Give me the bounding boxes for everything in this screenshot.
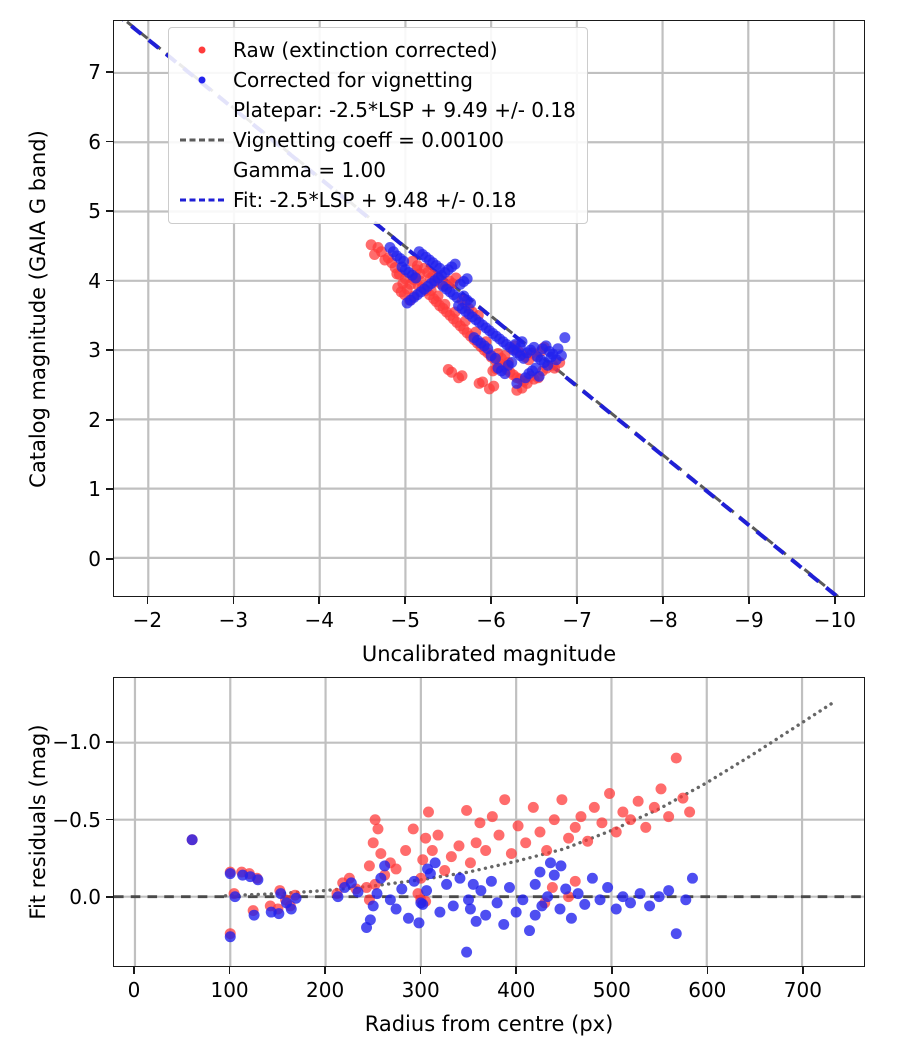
x-tickmark [662,597,664,604]
x-tick-label: −3 [218,608,249,632]
x-tick-label: 200 [306,978,345,1002]
x-tickmark [748,597,750,604]
legend-label: Corrected for vignetting [233,67,473,92]
x-tick-label: 600 [688,978,727,1002]
magnitude-plot-xlabel: Uncalibrated magnitude [361,642,617,666]
legend-entry: Gamma = 1.00 [180,155,576,185]
x-tickmark [146,597,149,604]
x-tick-label: −4 [304,608,334,632]
x-tick-label: 400 [497,978,536,1002]
x-tickmark [576,597,578,604]
y-tick-label: 3 [88,338,101,363]
legend-entry: Raw (extinction corrected) [180,35,576,65]
legend-dashed-line-icon [180,138,224,142]
x-tick-label: −6 [476,608,506,632]
x-tickmark [318,597,321,604]
x-tickmark [834,597,836,604]
x-tickmark [490,597,492,604]
x-tickmark [610,967,613,974]
legend-marker-key [180,39,224,61]
legend-marker-icon [198,76,206,84]
y-tickmark [106,140,113,143]
y-tickmark [106,71,113,73]
y-tickmark [106,210,113,212]
legend-label: Gamma = 1.00 [233,157,386,182]
x-tick-label: 700 [783,978,822,1002]
x-tickmark [419,967,422,974]
fit-residuals-plot [113,677,865,967]
y-tickmark [106,741,113,743]
x-tick-label: −2 [132,608,163,632]
plot-legend: Raw (extinction corrected) Corrected for … [168,27,588,224]
legend-entry: Vignetting coeff = 0.00100 [180,125,576,155]
legend-marker-key [180,69,224,91]
legend-label: Platepar: -2.5*LSP + 9.49 +/- 0.18 [233,97,576,122]
y-tickmark [106,896,113,898]
y-tick-label: 6 [88,129,101,154]
y-tick-label: 0 [88,546,101,571]
y-tickmark [106,279,113,282]
y-tick-label: 5 [88,199,101,224]
y-tick-label: 1 [88,477,101,502]
legend-entry: Fit: -2.5*LSP + 9.48 +/- 0.18 [180,185,576,215]
x-tick-label: −8 [648,608,678,632]
x-tickmark [324,967,326,974]
x-tickmark [232,597,235,604]
legend-label: Raw (extinction corrected) [233,37,498,62]
x-tickmark [706,967,709,974]
residuals-plot-xlabel: Radius from centre (px) [364,1012,614,1036]
y-tickmark [106,557,113,560]
x-tickmark [802,967,804,974]
legend-entry: Corrected for vignetting [180,65,576,95]
x-tick-label: −9 [734,608,764,632]
y-tickmark [106,818,113,821]
legend-label: Vignetting coeff = 0.00100 [233,127,504,152]
y-tickmark [106,349,113,351]
legend-label: Fit: -2.5*LSP + 9.48 +/- 0.18 [233,187,517,212]
residuals-plot-surface [114,678,864,966]
legend-empty-key [180,159,224,181]
legend-marker-icon [198,46,206,54]
x-tick-label: 0 [127,978,141,1002]
y-tick-label: 4 [88,268,101,293]
legend-line-key [180,189,224,211]
x-tick-label: −10 [813,608,857,632]
y-tickmark [106,418,113,421]
legend-dashed-line-icon [180,198,224,202]
y-tick-label: 0.0 [69,885,101,910]
x-tickmark [133,967,135,974]
y-tickmark [106,488,113,491]
x-tick-label: −5 [390,608,420,632]
legend-empty-key [180,99,224,121]
residuals-plot-ylabel: Fit residuals (mag) [26,724,50,920]
y-tick-label: 7 [88,60,101,85]
y-tick-label: −1.0 [52,730,101,755]
y-tick-label: 2 [88,407,101,432]
x-tick-label: 100 [210,978,249,1002]
legend-line-key [180,129,224,151]
magnitude-plot-ylabel: Catalog magnitude (GAIA G band) [26,129,50,488]
x-tickmark [515,967,518,974]
x-tickmark [228,967,231,974]
x-tickmark [404,597,406,604]
x-tick-label: −7 [562,608,592,632]
residuals-plot-canvas [114,678,864,966]
x-tick-label: 300 [401,978,440,1002]
legend-entry: Platepar: -2.5*LSP + 9.49 +/- 0.18 [180,95,576,125]
y-tick-label: −0.5 [52,807,101,832]
x-tick-label: 500 [592,978,631,1002]
